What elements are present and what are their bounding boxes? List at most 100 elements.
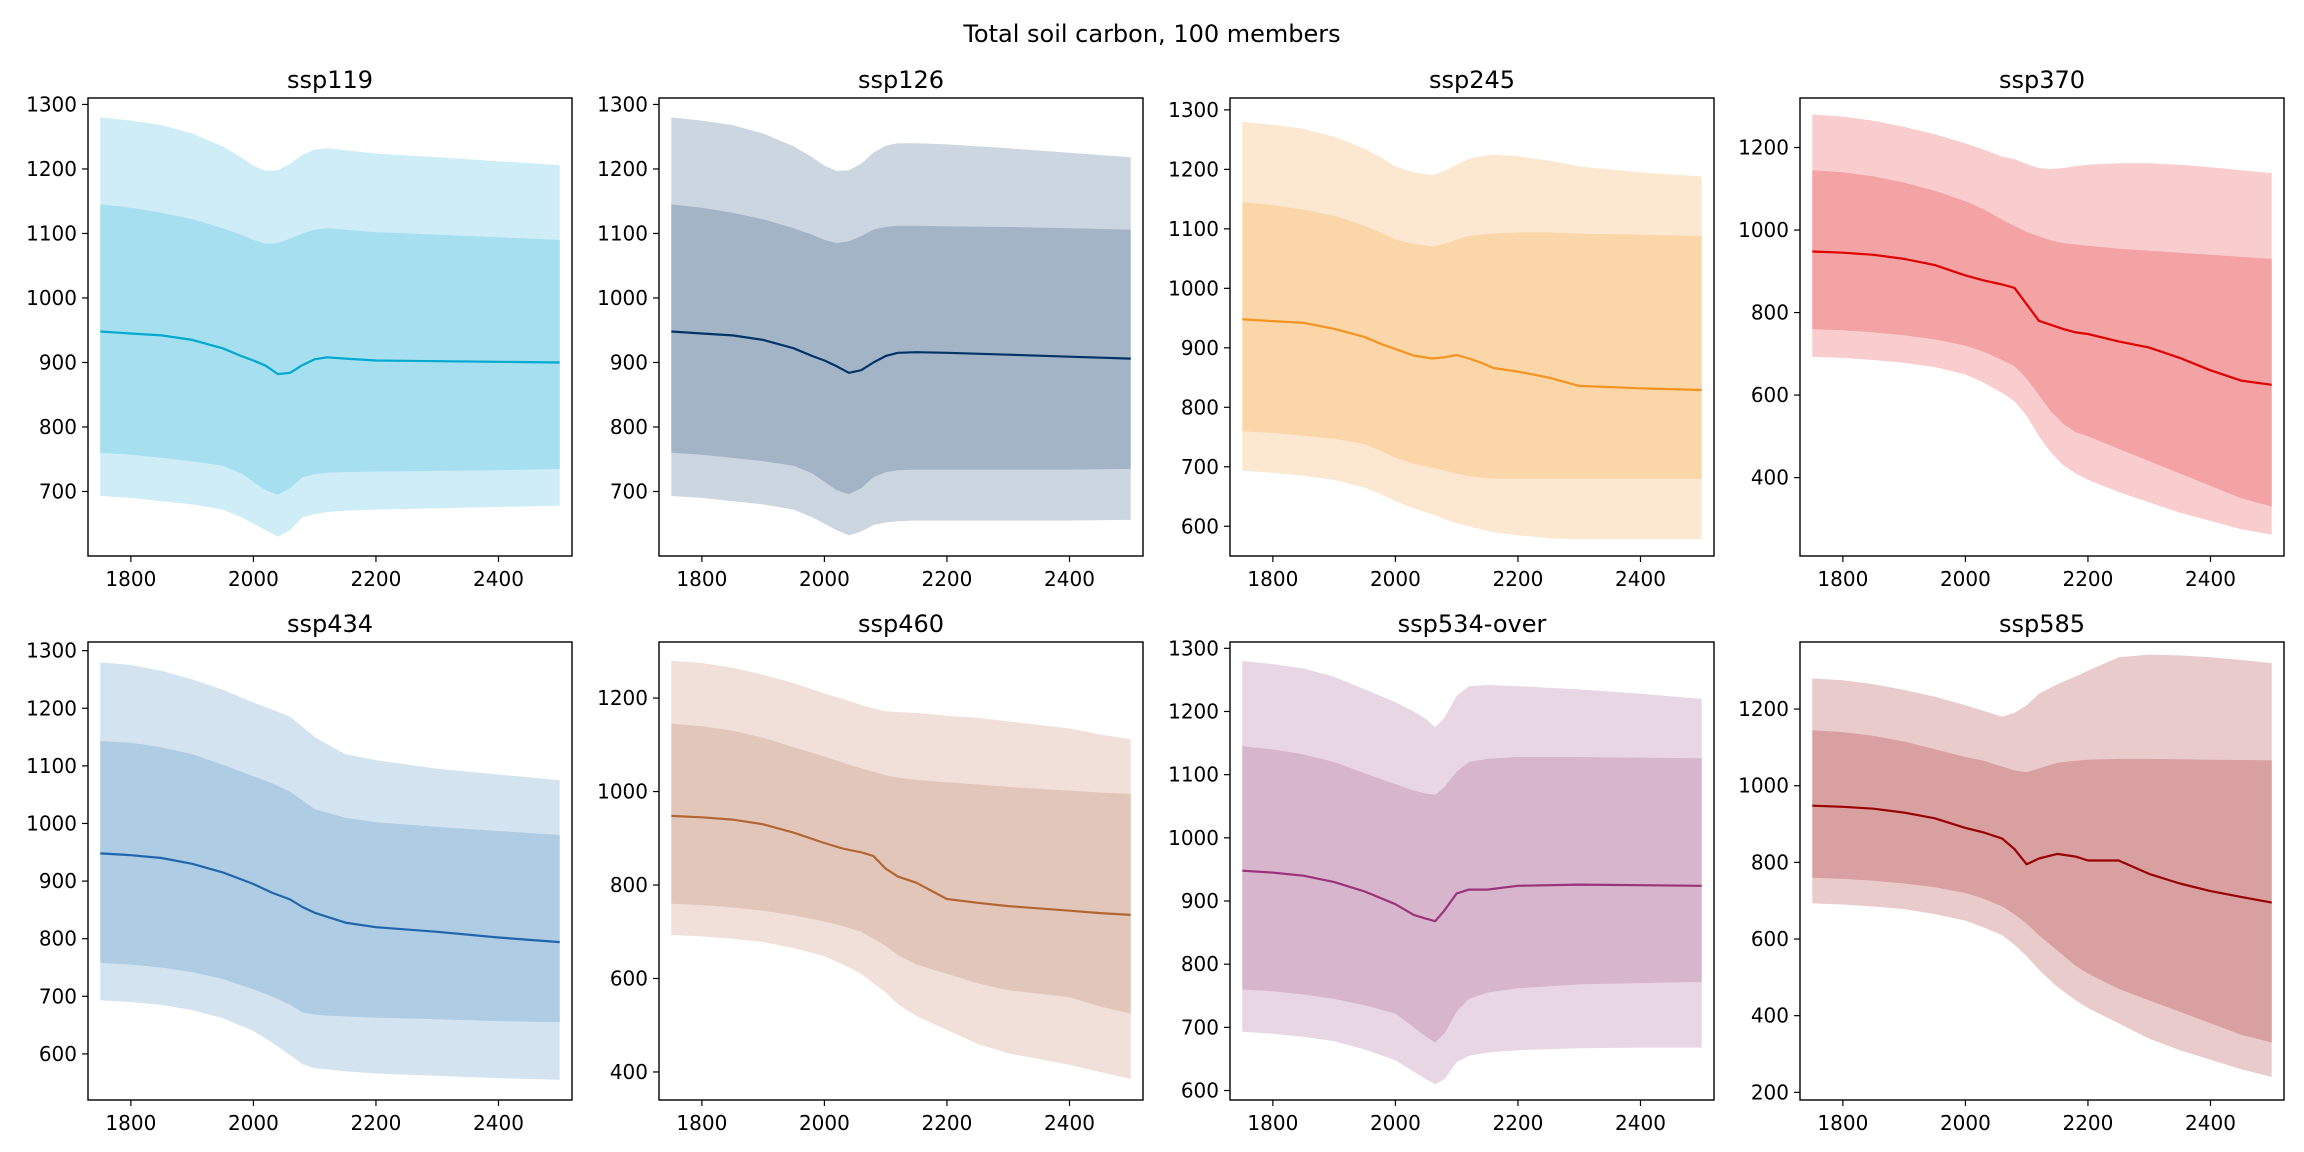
median-line bbox=[1812, 804, 2272, 904]
panel-title: ssp585 bbox=[1999, 610, 2085, 638]
panel-title: ssp370 bbox=[1999, 66, 2085, 94]
x-tick-label: 2200 bbox=[2062, 1111, 2113, 1135]
axes-frame bbox=[1799, 641, 2285, 1101]
chart-panel-ssp534-over: 1800 2000 2200 2400 600 700 800 900 1000 1100 1200… bbox=[1168, 610, 1715, 1135]
panel-grid: 1800 2000 2200 2400 700 800 900 1000 1100 1200 130… bbox=[26, 66, 2285, 1135]
median-line bbox=[100, 852, 560, 944]
panel-title: ssp119 bbox=[287, 66, 373, 94]
y-tick-label: 600 bbox=[1181, 1079, 1219, 1103]
y-tick-label: 1100 bbox=[1168, 217, 1219, 241]
axes-frame bbox=[1799, 97, 2285, 557]
y-tick-label: 1300 bbox=[26, 639, 77, 663]
y-tick-label: 1000 bbox=[26, 286, 77, 310]
y-tick-label: 700 bbox=[1181, 455, 1219, 479]
x-tick-label: 1800 bbox=[1817, 567, 1868, 591]
y-tick-label: 1100 bbox=[26, 754, 77, 778]
y-tick-label: 1200 bbox=[1738, 136, 1789, 160]
median-line bbox=[671, 330, 1131, 374]
y-tick-label: 1300 bbox=[26, 92, 77, 116]
chart-panel-ssp370: 1800 2000 2200 2400 400 600 800 1000 1200 ssp370 bbox=[1738, 66, 2285, 591]
y-tick-label: 800 bbox=[1751, 301, 1789, 325]
inner-range-band bbox=[1242, 202, 1702, 479]
y-tick-label: 700 bbox=[39, 984, 77, 1008]
inner-range-band bbox=[100, 741, 560, 1023]
x-tick-label: 2400 bbox=[473, 1111, 524, 1135]
y-tick-label: 1200 bbox=[1168, 699, 1219, 723]
x-tick-label: 2000 bbox=[799, 1111, 850, 1135]
inner-range-band bbox=[1812, 170, 2272, 507]
x-tick-label: 2000 bbox=[799, 567, 850, 591]
x-tick-label: 2000 bbox=[1370, 567, 1421, 591]
y-tick-label: 900 bbox=[1181, 889, 1219, 913]
y-tick-label: 1300 bbox=[1168, 636, 1219, 660]
y-tick-label: 1000 bbox=[597, 286, 648, 310]
y-tick-label: 600 bbox=[1751, 383, 1789, 407]
y-tick-label: 1000 bbox=[1738, 218, 1789, 242]
y-tick-label: 1200 bbox=[1168, 157, 1219, 181]
y-tick-label: 1000 bbox=[597, 780, 648, 804]
y-tick-label: 400 bbox=[1751, 466, 1789, 490]
inner-range-band bbox=[671, 204, 1131, 495]
median-line bbox=[1812, 250, 2272, 386]
y-tick-label: 1200 bbox=[1738, 697, 1789, 721]
x-tick-label: 2200 bbox=[350, 567, 401, 591]
figure-title: Total soil carbon, 100 members bbox=[962, 20, 1340, 48]
y-tick-label: 1200 bbox=[26, 157, 77, 181]
y-tick-label: 800 bbox=[610, 415, 648, 439]
y-tick-label: 1300 bbox=[1168, 98, 1219, 122]
x-tick-label: 1800 bbox=[105, 567, 156, 591]
x-tick-label: 2400 bbox=[473, 567, 524, 591]
y-tick-label: 800 bbox=[1181, 952, 1219, 976]
chart-panel-ssp585: 1800 2000 2200 2400 200 400 600 800 1000 1200 ssp5… bbox=[1738, 610, 2285, 1135]
y-tick-label: 1200 bbox=[597, 157, 648, 181]
chart-panel-ssp460: 1800 2000 2200 2400 400 600 800 1000 1200 ssp460 bbox=[597, 610, 1144, 1135]
median-line bbox=[671, 814, 1131, 916]
y-tick-label: 600 bbox=[39, 1042, 77, 1066]
axes-frame bbox=[658, 97, 1144, 557]
x-tick-label: 2200 bbox=[1492, 567, 1543, 591]
x-tick-label: 1800 bbox=[1817, 1111, 1868, 1135]
x-tick-label: 2000 bbox=[1370, 1111, 1421, 1135]
inner-range-band bbox=[671, 723, 1131, 1014]
y-tick-label: 800 bbox=[39, 927, 77, 951]
y-tick-label: 1000 bbox=[1738, 774, 1789, 798]
x-tick-label: 2400 bbox=[1615, 567, 1666, 591]
x-tick-label: 2200 bbox=[2062, 567, 2113, 591]
y-tick-label: 800 bbox=[610, 873, 648, 897]
y-tick-label: 200 bbox=[1751, 1080, 1789, 1104]
x-tick-label: 2000 bbox=[228, 567, 279, 591]
y-tick-label: 700 bbox=[610, 479, 648, 503]
median-line bbox=[1242, 869, 1702, 923]
panel-title: ssp434 bbox=[287, 610, 373, 638]
y-tick-label: 900 bbox=[39, 869, 77, 893]
x-tick-label: 1800 bbox=[676, 567, 727, 591]
x-tick-label: 2200 bbox=[921, 1111, 972, 1135]
panel-title: ssp534-over bbox=[1398, 610, 1547, 638]
x-tick-label: 2200 bbox=[921, 567, 972, 591]
x-tick-label: 2400 bbox=[2185, 567, 2236, 591]
chart-panel-ssp119: 1800 2000 2200 2400 700 800 900 1000 1100 1200 130… bbox=[26, 66, 573, 591]
axes-frame bbox=[1229, 641, 1715, 1101]
median-line bbox=[100, 330, 560, 376]
y-tick-label: 800 bbox=[1181, 395, 1219, 419]
panel-title: ssp460 bbox=[858, 610, 944, 638]
x-tick-label: 2200 bbox=[350, 1111, 401, 1135]
y-tick-label: 900 bbox=[39, 350, 77, 374]
x-tick-label: 1800 bbox=[105, 1111, 156, 1135]
chart-panel-ssp126: 1800 2000 2200 2400 700 800 900 1000 1100 1200 130… bbox=[597, 66, 1144, 591]
axes-frame bbox=[1229, 97, 1715, 557]
inner-range-band bbox=[100, 204, 560, 495]
y-tick-label: 900 bbox=[610, 350, 648, 374]
median-line bbox=[1242, 318, 1702, 392]
axes-frame bbox=[87, 641, 573, 1101]
x-tick-label: 2200 bbox=[1492, 1111, 1543, 1135]
y-tick-label: 700 bbox=[39, 479, 77, 503]
inner-range-band bbox=[1812, 730, 2272, 1043]
x-tick-label: 2400 bbox=[2185, 1111, 2236, 1135]
axes-frame bbox=[658, 641, 1144, 1101]
y-tick-label: 400 bbox=[1751, 1004, 1789, 1028]
inner-range-band bbox=[1242, 746, 1702, 1043]
y-tick-label: 600 bbox=[1181, 514, 1219, 538]
y-tick-label: 800 bbox=[39, 415, 77, 439]
